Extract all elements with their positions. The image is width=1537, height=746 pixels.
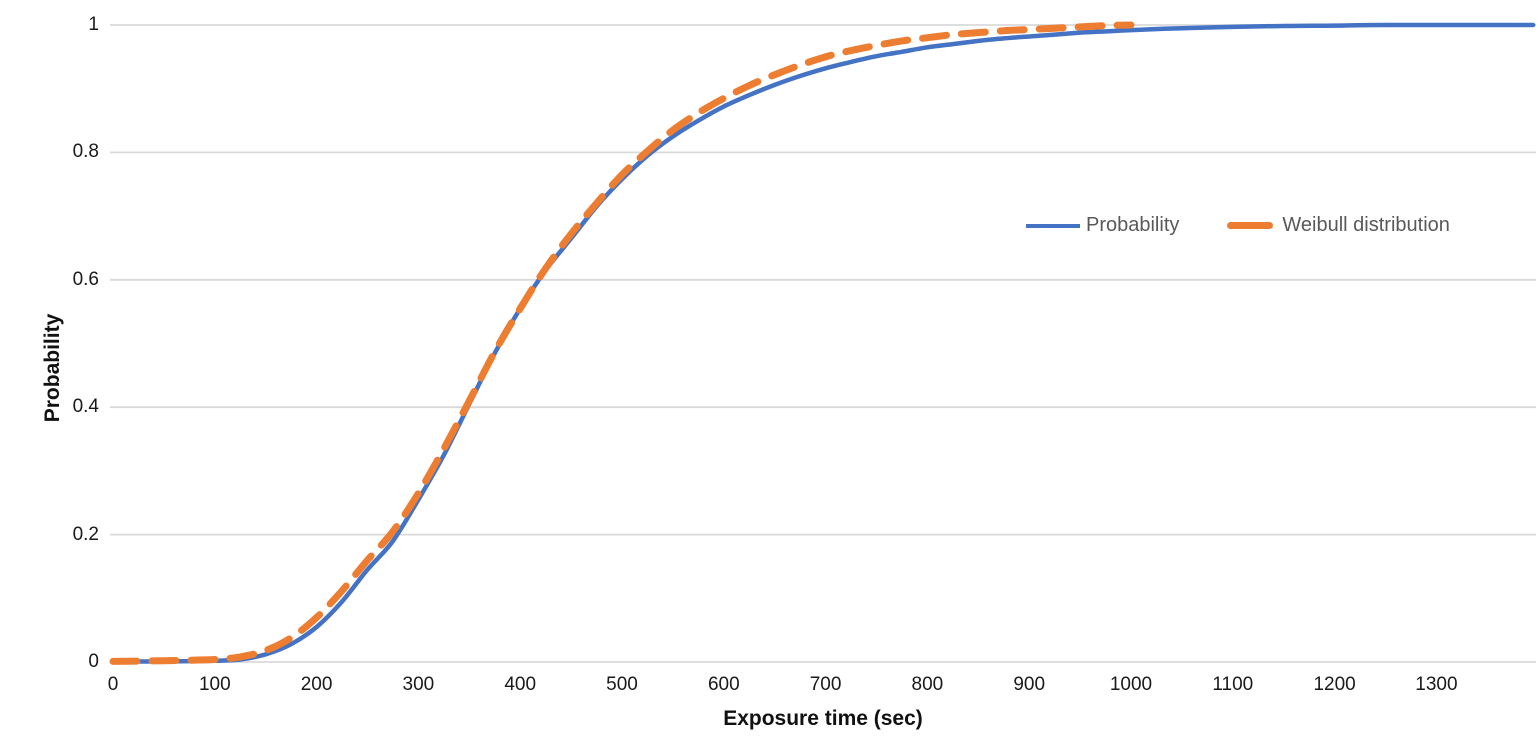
x-tick-label: 1000 (1109, 674, 1153, 695)
y-tick-label: 0 (88, 651, 99, 672)
probability-series-line (110, 22, 1536, 664)
legend-item-probability: Probability (1026, 214, 1179, 237)
y-axis-title: Probability (41, 313, 64, 423)
x-tick-label: 800 (911, 674, 944, 695)
y-tick-label: 0.4 (72, 396, 99, 418)
x-tick-label: 1100 (1212, 674, 1254, 695)
weibull-series-line (109, 21, 1135, 665)
x-axis-title: Exposure time (sec) (723, 707, 923, 730)
legend: Probability Weibull distribution (1026, 214, 1450, 237)
x-tick-label: 700 (809, 674, 842, 695)
x-tick-label: 200 (300, 674, 333, 695)
x-tick-label: 300 (402, 674, 435, 695)
legend-label-probability: Probability (1086, 214, 1180, 236)
x-tick-label: 600 (707, 674, 740, 695)
y-tick-label: 0.6 (72, 268, 99, 290)
legend-item-weibull: Weibull distribution (1227, 214, 1450, 237)
x-tick-label: 400 (504, 674, 537, 695)
weibull-dash-swatch (1227, 222, 1274, 229)
x-tick-label: 100 (198, 674, 231, 695)
probability-line-swatch (1026, 223, 1080, 228)
legend-label-weibull: Weibull distribution (1282, 214, 1450, 236)
y-tick-label: 0.8 (72, 141, 99, 163)
y-tick-label: 0.2 (72, 523, 99, 545)
x-tick-label: 1200 (1313, 674, 1356, 695)
x-tick-label: 500 (606, 674, 638, 695)
x-tick-label: 1300 (1415, 674, 1458, 695)
x-tick-label: 0 (107, 674, 119, 695)
x-tick-label: 900 (1013, 674, 1046, 695)
y-tick-label: 1 (88, 14, 99, 35)
